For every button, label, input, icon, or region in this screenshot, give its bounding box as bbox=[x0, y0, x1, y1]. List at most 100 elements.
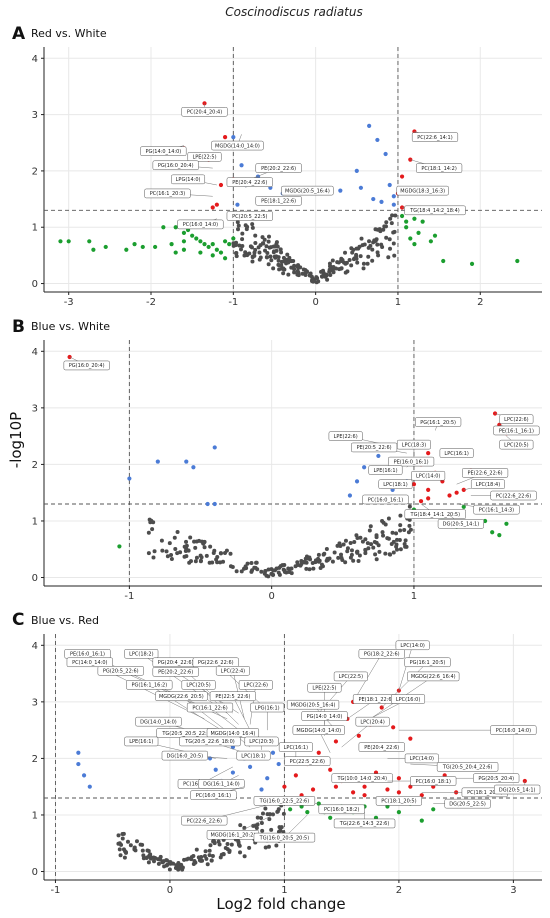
point-fc-only bbox=[441, 258, 446, 264]
lipid-label: LPC(20:5) bbox=[504, 442, 528, 448]
y-tick-label: 3 bbox=[32, 403, 38, 414]
point-ns bbox=[363, 548, 368, 553]
lipid-label-box bbox=[407, 671, 460, 682]
lipid-label: DG(16:0_20:5) bbox=[167, 753, 204, 759]
point-ns bbox=[212, 548, 217, 553]
y-tick-label: 4 bbox=[32, 347, 38, 358]
point-ns bbox=[148, 856, 153, 861]
x-tick-label: 1 bbox=[411, 591, 417, 602]
point-ns bbox=[236, 842, 241, 847]
lipid-label: PE(16:0_16:1) bbox=[70, 652, 105, 658]
point-ns bbox=[314, 275, 319, 280]
point-ns bbox=[391, 550, 396, 555]
lipid-label-box bbox=[462, 468, 509, 478]
y-tick-label: 1 bbox=[32, 810, 38, 821]
point-fc-only bbox=[408, 236, 413, 241]
point-ns bbox=[285, 252, 290, 257]
point-ns bbox=[169, 553, 174, 558]
point-p-only bbox=[76, 761, 81, 767]
lipid-label-box bbox=[388, 456, 435, 467]
lipid-label-box bbox=[436, 762, 499, 772]
point-significant bbox=[426, 451, 431, 456]
lipid-label: LPC(18:4) bbox=[476, 482, 500, 488]
point-ns bbox=[394, 542, 399, 547]
point-ns bbox=[202, 540, 207, 545]
lipid-label-box bbox=[328, 431, 363, 441]
point-ns bbox=[168, 860, 173, 865]
lipid-label-box bbox=[211, 140, 264, 151]
lipid-label-box bbox=[124, 649, 159, 659]
point-p-only bbox=[387, 182, 392, 188]
point-ns bbox=[264, 255, 269, 260]
point-fc-only bbox=[198, 250, 203, 255]
point-ns bbox=[349, 263, 354, 268]
point-ns bbox=[407, 504, 412, 509]
point-ns bbox=[247, 845, 252, 850]
lipid-label-box bbox=[186, 702, 234, 713]
point-ns bbox=[256, 245, 261, 250]
point-ns bbox=[175, 530, 180, 535]
lipid-label-box bbox=[404, 509, 466, 519]
point-p-only bbox=[376, 453, 381, 459]
point-significant bbox=[293, 773, 298, 778]
point-ns bbox=[271, 572, 276, 577]
point-ns bbox=[204, 856, 209, 861]
point-significant bbox=[222, 135, 228, 140]
point-ns bbox=[286, 260, 291, 265]
lipid-label-box bbox=[473, 504, 520, 515]
point-ns bbox=[250, 259, 255, 264]
point-ns bbox=[386, 536, 391, 541]
point-ns bbox=[383, 224, 388, 229]
point-ns bbox=[347, 258, 352, 263]
point-ns bbox=[267, 817, 272, 822]
lipid-label: PC(22:6_22:6) bbox=[496, 493, 531, 499]
lipid-label-box bbox=[161, 750, 208, 761]
lipid-label: PG(16:0_20:4) bbox=[69, 363, 105, 369]
point-p-only bbox=[191, 465, 196, 470]
point-ns bbox=[381, 520, 386, 525]
lipid-label: MGDG(22:6_16:4) bbox=[411, 674, 456, 680]
point-ns bbox=[358, 254, 363, 259]
lipid-label: LPC(18:3) bbox=[402, 442, 426, 448]
lipid-label: MGDG(16:1_20:2) bbox=[211, 833, 256, 839]
point-ns bbox=[281, 271, 286, 276]
point-ns bbox=[366, 546, 371, 551]
point-ns bbox=[361, 266, 366, 271]
lipid-label: LPC(16:1) bbox=[444, 451, 468, 457]
point-ns bbox=[145, 848, 150, 853]
point-ns bbox=[264, 573, 269, 578]
lipid-label-box bbox=[404, 657, 451, 668]
lipid-label-box bbox=[437, 519, 484, 529]
point-ns bbox=[264, 244, 269, 249]
lipid-label: MGDG(14:0_14:0) bbox=[296, 728, 341, 734]
lipid-label-box bbox=[198, 779, 245, 789]
point-p-only bbox=[354, 168, 359, 174]
panel-b-letter: B bbox=[12, 317, 25, 337]
point-ns bbox=[202, 545, 207, 550]
point-ns bbox=[367, 528, 372, 533]
point-ns bbox=[182, 857, 187, 862]
point-p-only bbox=[155, 459, 160, 464]
lipid-label-box bbox=[318, 804, 365, 815]
point-ns bbox=[301, 560, 306, 565]
point-ns bbox=[119, 842, 124, 847]
point-ns bbox=[295, 269, 300, 274]
lipid-label: PG(14:0_14:0) bbox=[307, 714, 343, 720]
point-ns bbox=[253, 247, 258, 252]
point-ns bbox=[240, 231, 245, 236]
point-significant bbox=[210, 205, 215, 210]
point-ns bbox=[371, 545, 376, 550]
point-ns bbox=[276, 570, 281, 575]
lipid-label: PE(22:6_22:6) bbox=[468, 471, 503, 477]
lipid-label: PC(16:1_20:3) bbox=[150, 191, 185, 197]
point-ns bbox=[361, 261, 366, 266]
point-ns bbox=[207, 853, 212, 858]
point-ns bbox=[240, 244, 245, 249]
lipid-label: DG(20:5_14:1) bbox=[499, 787, 536, 793]
point-ns bbox=[236, 223, 241, 228]
point-ns bbox=[358, 535, 363, 540]
point-ns bbox=[194, 555, 199, 560]
point-ns bbox=[279, 263, 284, 268]
point-ns bbox=[214, 557, 219, 562]
lipid-label: LPC(22:5) bbox=[339, 674, 363, 680]
